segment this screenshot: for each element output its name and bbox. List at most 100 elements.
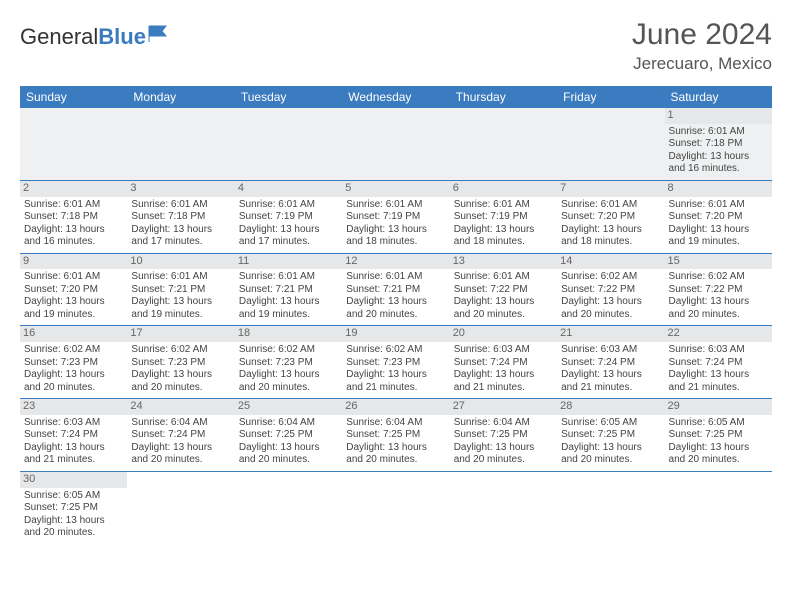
sunset-text: Sunset: 7:22 PM — [561, 284, 660, 297]
daylight-text: Daylight: 13 hours and 18 minutes. — [454, 224, 553, 249]
calendar-cell: 21Sunrise: 6:03 AMSunset: 7:24 PMDayligh… — [557, 326, 664, 399]
calendar-cell — [665, 471, 772, 543]
calendar-cell: 26Sunrise: 6:04 AMSunset: 7:25 PMDayligh… — [342, 399, 449, 472]
sunset-text: Sunset: 7:25 PM — [24, 502, 123, 515]
calendar-cell: 5Sunrise: 6:01 AMSunset: 7:19 PMDaylight… — [342, 180, 449, 253]
daylight-text: Daylight: 13 hours and 20 minutes. — [454, 442, 553, 467]
sunrise-text: Sunrise: 6:02 AM — [24, 344, 123, 357]
calendar-cell — [127, 108, 234, 180]
sunset-text: Sunset: 7:23 PM — [24, 357, 123, 370]
weekday-header: Friday — [557, 86, 664, 108]
day-number: 21 — [557, 326, 664, 342]
daylight-text: Daylight: 13 hours and 21 minutes. — [561, 369, 660, 394]
day-number: 29 — [665, 399, 772, 415]
calendar-cell — [235, 108, 342, 180]
calendar-cell: 19Sunrise: 6:02 AMSunset: 7:23 PMDayligh… — [342, 326, 449, 399]
daylight-text: Daylight: 13 hours and 20 minutes. — [561, 296, 660, 321]
daylight-text: Daylight: 13 hours and 20 minutes. — [24, 515, 123, 540]
day-number: 26 — [342, 399, 449, 415]
day-number: 24 — [127, 399, 234, 415]
sunset-text: Sunset: 7:24 PM — [454, 357, 553, 370]
calendar-cell: 12Sunrise: 6:01 AMSunset: 7:21 PMDayligh… — [342, 253, 449, 326]
calendar-cell: 4Sunrise: 6:01 AMSunset: 7:19 PMDaylight… — [235, 180, 342, 253]
title-block: June 2024 Jerecuaro, Mexico — [632, 18, 772, 74]
sunrise-text: Sunrise: 6:01 AM — [239, 199, 338, 212]
sunset-text: Sunset: 7:20 PM — [669, 211, 768, 224]
sunset-text: Sunset: 7:25 PM — [669, 429, 768, 442]
day-number: 17 — [127, 326, 234, 342]
sunset-text: Sunset: 7:24 PM — [131, 429, 230, 442]
sunset-text: Sunset: 7:25 PM — [561, 429, 660, 442]
sunset-text: Sunset: 7:20 PM — [24, 284, 123, 297]
sunrise-text: Sunrise: 6:03 AM — [669, 344, 768, 357]
weekday-header: Saturday — [665, 86, 772, 108]
calendar-cell: 2Sunrise: 6:01 AMSunset: 7:18 PMDaylight… — [20, 180, 127, 253]
calendar-cell: 10Sunrise: 6:01 AMSunset: 7:21 PMDayligh… — [127, 253, 234, 326]
daylight-text: Daylight: 13 hours and 21 minutes. — [454, 369, 553, 394]
calendar-cell: 17Sunrise: 6:02 AMSunset: 7:23 PMDayligh… — [127, 326, 234, 399]
day-number: 11 — [235, 254, 342, 270]
day-number: 7 — [557, 181, 664, 197]
daylight-text: Daylight: 13 hours and 20 minutes. — [561, 442, 660, 467]
calendar-cell: 15Sunrise: 6:02 AMSunset: 7:22 PMDayligh… — [665, 253, 772, 326]
sunset-text: Sunset: 7:19 PM — [346, 211, 445, 224]
day-number: 2 — [20, 181, 127, 197]
calendar-cell — [450, 471, 557, 543]
calendar-cell — [20, 108, 127, 180]
sunrise-text: Sunrise: 6:05 AM — [24, 490, 123, 503]
sunset-text: Sunset: 7:21 PM — [239, 284, 338, 297]
calendar-row: 16Sunrise: 6:02 AMSunset: 7:23 PMDayligh… — [20, 326, 772, 399]
daylight-text: Daylight: 13 hours and 19 minutes. — [24, 296, 123, 321]
sunrise-text: Sunrise: 6:04 AM — [239, 417, 338, 430]
calendar-cell: 13Sunrise: 6:01 AMSunset: 7:22 PMDayligh… — [450, 253, 557, 326]
sunset-text: Sunset: 7:24 PM — [561, 357, 660, 370]
sunrise-text: Sunrise: 6:02 AM — [346, 344, 445, 357]
calendar-cell: 1Sunrise: 6:01 AMSunset: 7:18 PMDaylight… — [665, 108, 772, 180]
calendar-cell — [235, 471, 342, 543]
day-number: 12 — [342, 254, 449, 270]
sunset-text: Sunset: 7:23 PM — [131, 357, 230, 370]
daylight-text: Daylight: 13 hours and 17 minutes. — [131, 224, 230, 249]
month-title: June 2024 — [632, 18, 772, 52]
calendar-cell: 3Sunrise: 6:01 AMSunset: 7:18 PMDaylight… — [127, 180, 234, 253]
sunrise-text: Sunrise: 6:01 AM — [24, 199, 123, 212]
sunset-text: Sunset: 7:25 PM — [239, 429, 338, 442]
day-number: 1 — [665, 108, 772, 124]
sunset-text: Sunset: 7:20 PM — [561, 211, 660, 224]
logo-text-1: General — [20, 24, 98, 50]
calendar-cell: 22Sunrise: 6:03 AMSunset: 7:24 PMDayligh… — [665, 326, 772, 399]
daylight-text: Daylight: 13 hours and 18 minutes. — [346, 224, 445, 249]
day-number: 16 — [20, 326, 127, 342]
sunrise-text: Sunrise: 6:01 AM — [669, 126, 768, 139]
calendar-cell: 18Sunrise: 6:02 AMSunset: 7:23 PMDayligh… — [235, 326, 342, 399]
daylight-text: Daylight: 13 hours and 21 minutes. — [669, 369, 768, 394]
weekday-header: Thursday — [450, 86, 557, 108]
day-number: 20 — [450, 326, 557, 342]
sunset-text: Sunset: 7:24 PM — [24, 429, 123, 442]
calendar-cell: 27Sunrise: 6:04 AMSunset: 7:25 PMDayligh… — [450, 399, 557, 472]
sunrise-text: Sunrise: 6:01 AM — [24, 271, 123, 284]
sunrise-text: Sunrise: 6:02 AM — [561, 271, 660, 284]
sunset-text: Sunset: 7:18 PM — [131, 211, 230, 224]
daylight-text: Daylight: 13 hours and 19 minutes. — [669, 224, 768, 249]
calendar-cell: 14Sunrise: 6:02 AMSunset: 7:22 PMDayligh… — [557, 253, 664, 326]
sunrise-text: Sunrise: 6:01 AM — [239, 271, 338, 284]
sunrise-text: Sunrise: 6:01 AM — [346, 271, 445, 284]
sunrise-text: Sunrise: 6:04 AM — [454, 417, 553, 430]
flag-icon — [148, 25, 170, 43]
daylight-text: Daylight: 13 hours and 20 minutes. — [131, 442, 230, 467]
day-number: 18 — [235, 326, 342, 342]
sunset-text: Sunset: 7:21 PM — [131, 284, 230, 297]
daylight-text: Daylight: 13 hours and 20 minutes. — [454, 296, 553, 321]
calendar-table: Sunday Monday Tuesday Wednesday Thursday… — [20, 86, 772, 544]
day-number: 9 — [20, 254, 127, 270]
calendar-cell — [450, 108, 557, 180]
daylight-text: Daylight: 13 hours and 21 minutes. — [24, 442, 123, 467]
day-number: 3 — [127, 181, 234, 197]
sunrise-text: Sunrise: 6:02 AM — [131, 344, 230, 357]
sunset-text: Sunset: 7:24 PM — [669, 357, 768, 370]
day-number: 8 — [665, 181, 772, 197]
daylight-text: Daylight: 13 hours and 20 minutes. — [24, 369, 123, 394]
weekday-header: Monday — [127, 86, 234, 108]
calendar-cell — [342, 471, 449, 543]
